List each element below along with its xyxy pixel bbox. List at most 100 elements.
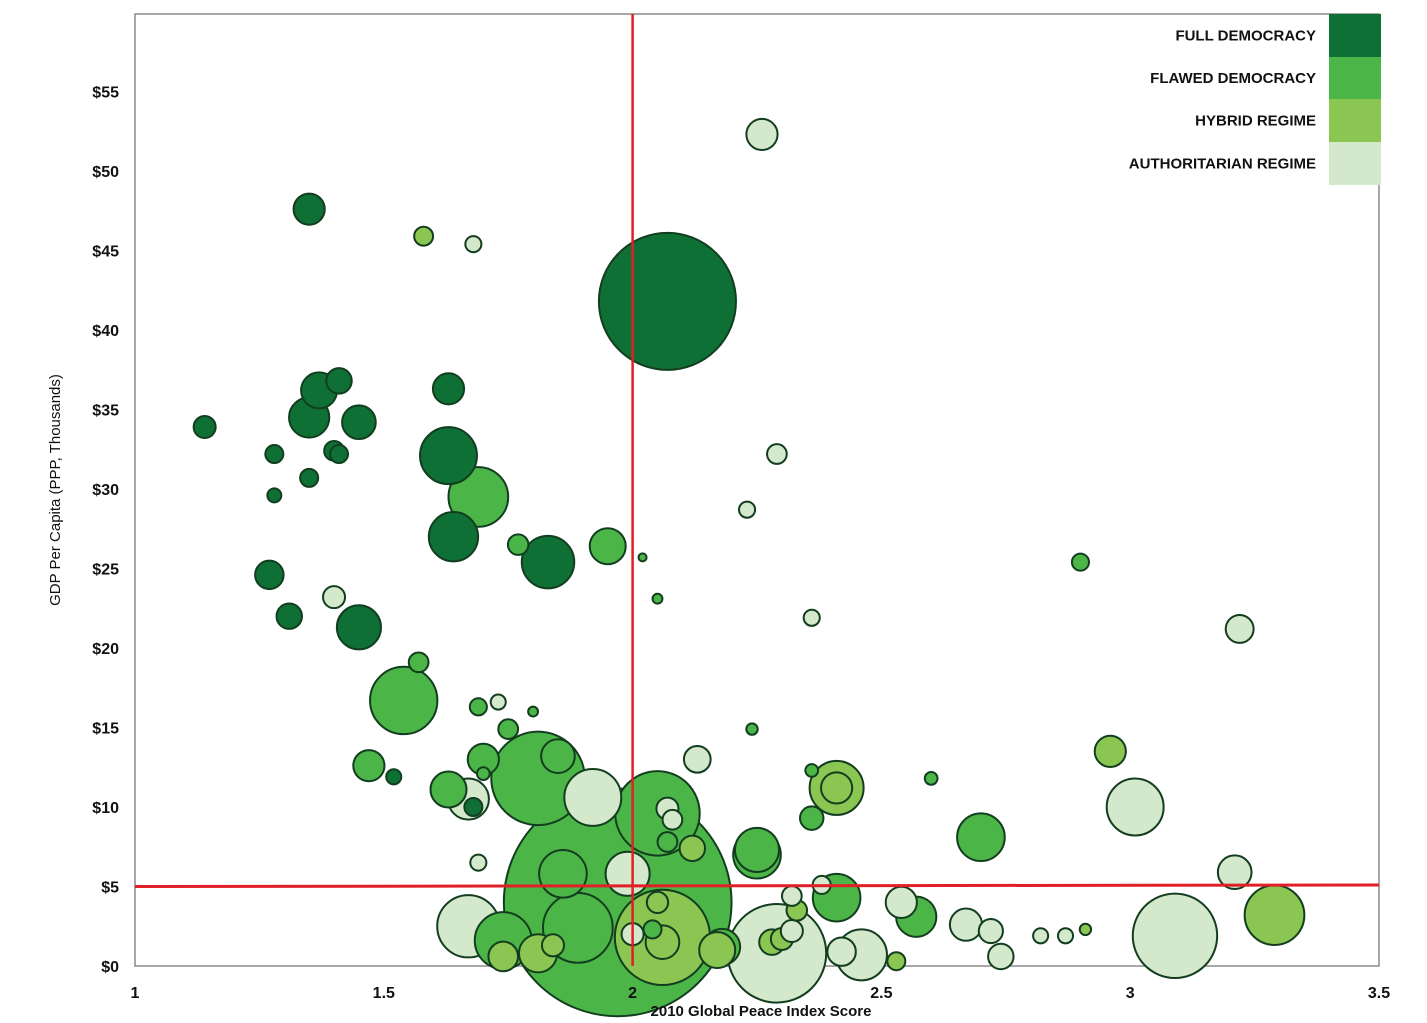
legend: FULL DEMOCRACY FLAWED DEMOCRACY HYBRID REG… <box>1129 14 1381 185</box>
legend-swatch <box>1329 142 1381 185</box>
bubble-point <box>637 552 648 563</box>
bubble-point <box>678 834 707 863</box>
bubble-point <box>563 767 623 827</box>
bubble-point <box>661 808 684 831</box>
bubble-point <box>341 404 377 441</box>
bubble-point <box>385 768 403 786</box>
bubble-point <box>766 443 788 465</box>
bubble-point <box>1093 734 1127 768</box>
bubble-point <box>431 372 466 406</box>
bubble-point <box>468 697 488 717</box>
bubble-point <box>540 738 576 774</box>
x-tick-label: 3 <box>1126 985 1135 1002</box>
bubble-point <box>733 826 781 873</box>
bubble-point <box>1243 884 1306 946</box>
y-axis-tick-labels: $0 $5 $10 $15 $20 $25 $30 $35 $40 $45 $50 $55 <box>92 85 119 977</box>
legend-swatch <box>1329 57 1381 99</box>
y-tick-label: $55 <box>92 85 119 102</box>
bubble-point <box>299 467 320 488</box>
bubble-point <box>464 235 483 254</box>
bubble-point <box>884 885 918 919</box>
legend-label: FLAWED DEMOCRACY <box>1150 70 1316 87</box>
bubble-point <box>923 771 939 786</box>
bubble-point <box>419 426 478 486</box>
bubble-point <box>588 527 627 566</box>
legend-label: HYBRID REGIME <box>1195 113 1316 130</box>
bubble-point <box>266 487 283 504</box>
bubble-point <box>642 919 663 940</box>
bubble-point <box>977 917 1004 945</box>
bubble-point <box>886 951 907 972</box>
y-tick-label: $40 <box>92 323 119 340</box>
bubble-point <box>802 608 821 627</box>
bubble-point <box>948 907 984 942</box>
x-axis-tick-labels: 1 1.5 2 2.5 3 3.5 <box>131 985 1391 1002</box>
bubbles-layer <box>192 117 1306 1018</box>
y-axis-title: GDP Per Capita (PPP, Thousands) <box>47 374 64 606</box>
x-tick-label: 1 <box>131 985 140 1002</box>
bubble-point <box>745 722 759 736</box>
reference-line-horizontal <box>134 883 1380 888</box>
bubble-point <box>698 931 737 970</box>
x-axis-title: 2010 Global Peace Index Score <box>651 1003 872 1020</box>
bubble-point <box>780 885 803 907</box>
bubble-point <box>956 812 1006 863</box>
bubble-point <box>322 585 347 610</box>
bubble-point <box>826 936 857 967</box>
bubble-point <box>604 850 651 897</box>
bubble-point <box>447 466 510 528</box>
bubble-point <box>292 192 326 226</box>
bubble-point <box>429 770 468 809</box>
bubble-point <box>463 797 484 817</box>
bubble-point <box>407 651 430 674</box>
y-tick-label: $30 <box>92 482 119 499</box>
y-tick-label: $5 <box>101 880 119 897</box>
y-tick-label: $35 <box>92 403 119 420</box>
bubble-point <box>799 805 825 831</box>
bubble-point <box>1078 922 1093 937</box>
y-tick-label: $25 <box>92 562 119 579</box>
bubble-point <box>413 225 435 247</box>
bubble-point <box>489 693 507 711</box>
bubble-point <box>469 853 488 872</box>
bubble-point <box>506 533 530 556</box>
bubble-point <box>1056 927 1075 945</box>
bubble-point <box>820 771 854 805</box>
x-tick-label: 1.5 <box>373 985 395 1002</box>
bubble-point <box>527 705 540 718</box>
bubble-point <box>538 848 588 899</box>
y-tick-label: $50 <box>92 164 119 181</box>
bubble-point <box>275 602 303 630</box>
bubble-point <box>682 744 712 774</box>
bubble-point <box>1070 552 1090 572</box>
bubble-point <box>487 940 520 973</box>
bubble-point <box>1105 777 1165 837</box>
x-tick-label: 2 <box>628 985 637 1002</box>
bubble-point <box>1032 927 1050 945</box>
bubble-point <box>1131 892 1219 980</box>
bubble-point <box>427 511 480 563</box>
y-tick-label: $20 <box>92 641 119 658</box>
bubble-point <box>369 665 439 736</box>
bubble-point <box>779 918 804 944</box>
bubble-point <box>540 933 566 958</box>
x-tick-label: 2.5 <box>870 985 892 1002</box>
bubble-point <box>1216 854 1253 891</box>
plot-area-frame <box>134 13 1380 967</box>
bubble-point <box>645 890 670 915</box>
bubble-point <box>520 534 576 590</box>
bubble-point <box>325 367 353 395</box>
bubble-point <box>192 414 217 440</box>
bubble-point <box>497 718 520 740</box>
bubble-point <box>987 942 1015 971</box>
legend-label: AUTHORITARIAN REGIME <box>1129 156 1316 173</box>
bubble-point <box>656 831 679 853</box>
bubble-point <box>737 500 757 519</box>
bubble-point <box>1224 613 1255 644</box>
y-tick-label: $0 <box>101 959 119 976</box>
bubble-point <box>745 117 779 152</box>
bubble-point <box>475 766 491 781</box>
bubble-point <box>651 592 664 605</box>
bubble-point <box>352 749 386 783</box>
y-tick-label: $15 <box>92 721 119 738</box>
